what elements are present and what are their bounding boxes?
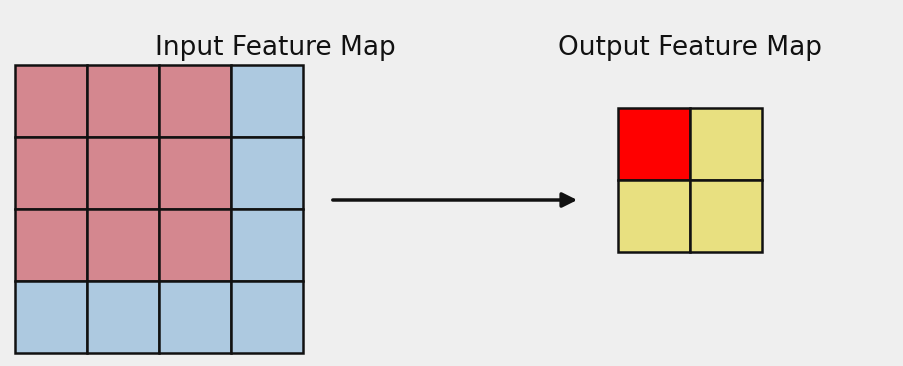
Bar <box>231 209 303 281</box>
Bar <box>689 180 761 252</box>
Bar <box>87 209 159 281</box>
Text: Input Feature Map: Input Feature Map <box>154 35 396 61</box>
Bar <box>15 281 87 353</box>
Bar <box>231 65 303 137</box>
Bar <box>231 281 303 353</box>
Bar <box>159 65 231 137</box>
Bar <box>159 209 231 281</box>
Bar <box>87 65 159 137</box>
Bar <box>689 108 761 180</box>
Bar <box>15 209 87 281</box>
Bar <box>618 180 689 252</box>
Bar <box>618 108 689 180</box>
Bar <box>87 281 159 353</box>
Bar <box>15 137 87 209</box>
Bar <box>159 137 231 209</box>
Bar <box>87 137 159 209</box>
Text: Output Feature Map: Output Feature Map <box>557 35 821 61</box>
Bar <box>231 137 303 209</box>
Bar <box>15 65 87 137</box>
Bar <box>159 281 231 353</box>
